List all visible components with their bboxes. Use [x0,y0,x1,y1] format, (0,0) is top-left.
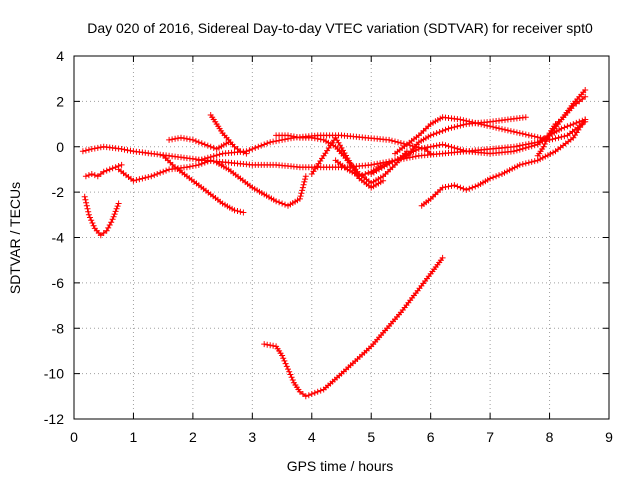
data-series-s6 [166,134,232,152]
y-tick-label: -12 [44,411,64,427]
y-tick-label: -2 [52,184,65,200]
series-markers [534,93,589,159]
x-tick-label: 7 [486,429,494,445]
data-series-s9 [213,159,309,209]
y-tick-label: -4 [52,230,65,246]
y-tick-label: -6 [52,275,65,291]
x-tick-label: 6 [427,429,435,445]
x-tick-label: 4 [308,429,316,445]
data-series-s5 [160,152,247,216]
x-tick-label: 0 [70,429,78,445]
x-axis-label: GPS time / hours [287,458,394,474]
data-series-s3 [81,193,122,239]
axis-ticks: 0 1 2 3 4 5 6 7 8 9 -12 -10 -8 -6 -4 -2 0 2 4 [44,48,613,445]
data-series-s14 [418,116,589,209]
y-tick-label: -10 [44,366,64,382]
x-tick-label: 9 [605,429,613,445]
y-tick-label: -8 [52,320,65,336]
chart-title: Day 020 of 2016, Sidereal Day-to-day VTE… [87,20,593,36]
data-series-s11 [308,134,387,191]
series-markers [81,193,122,239]
y-tick-label: 2 [56,93,64,109]
series-markers [418,116,589,209]
series-layer [79,87,589,400]
x-tick-label: 8 [546,429,554,445]
series-trace [264,257,444,397]
data-series-s17 [261,254,446,400]
x-tick-label: 2 [189,429,197,445]
series-markers [82,161,125,180]
series-markers [115,157,214,184]
series-trace [421,119,586,207]
y-axis-label: SDTVAR / TECUs [7,182,23,294]
y-tick-label: 0 [56,139,64,155]
grid [74,56,609,419]
x-tick-label: 3 [248,429,256,445]
x-tick-label: 5 [367,429,375,445]
data-series-s4 [115,157,214,184]
data-series-s2 [82,161,125,180]
series-markers [261,254,446,400]
series-markers [213,159,309,209]
series-markers [166,134,232,152]
y-tick-label: 4 [56,48,64,64]
x-tick-label: 1 [130,429,138,445]
series-markers [160,152,247,216]
data-series-s16 [534,93,589,159]
